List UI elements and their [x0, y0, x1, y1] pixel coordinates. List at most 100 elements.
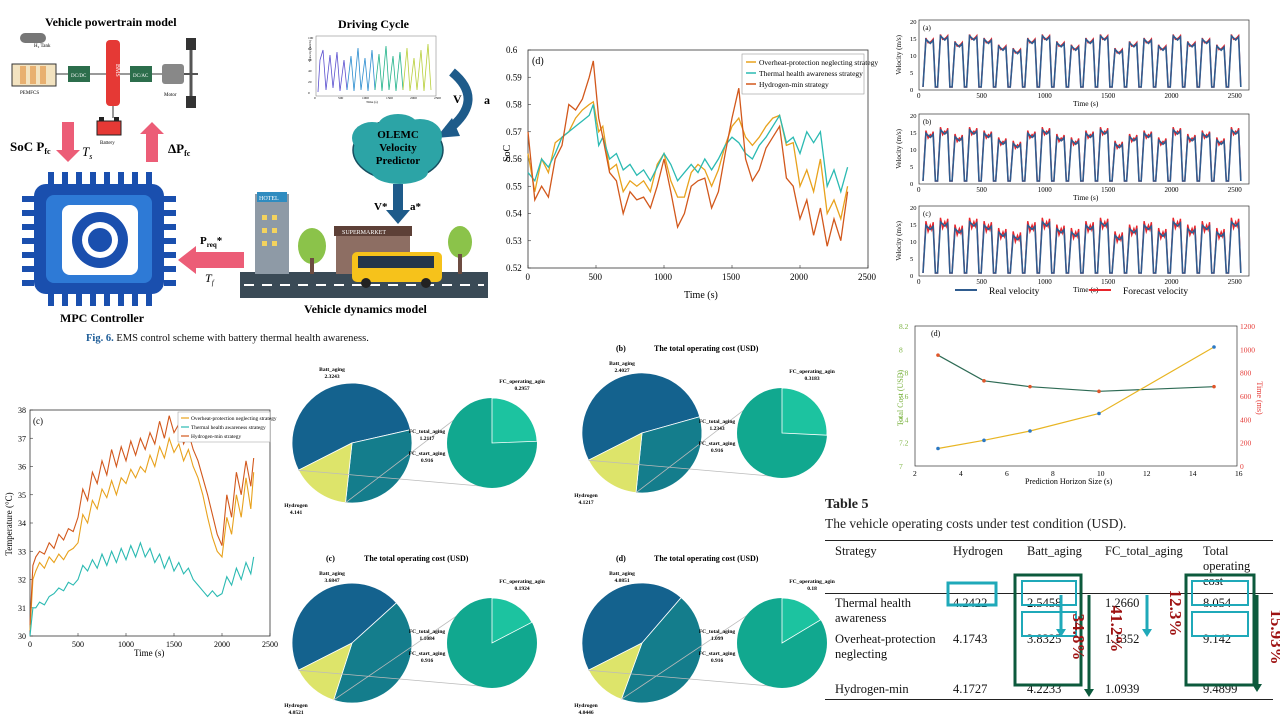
- velocity-x-axis-label: Time (s): [1073, 193, 1099, 202]
- accel-label: a: [484, 93, 490, 107]
- temp-y-tick: 32: [18, 576, 26, 585]
- dc-y-tick: 100: [308, 36, 314, 40]
- cost-y-tick: 7.2: [899, 439, 909, 448]
- velocity-y-tick: 5: [910, 256, 913, 263]
- pie-value-fc-op: 0.2957: [514, 386, 529, 392]
- velocity-y-tick: 0: [910, 181, 913, 188]
- ems-diagram: Vehicle powertrain model H₂ Tank PEMFCS …: [10, 15, 490, 325]
- time-y-tick: 400: [1240, 415, 1252, 424]
- pie-slice-hydrogen: [291, 582, 398, 671]
- pie-title: The total operating cost (USD): [654, 344, 759, 353]
- pie-label-fc-total: FC_total_aging: [409, 429, 446, 435]
- pie-chart-b: (b) The total operating cost (USD) Batt_ag…: [574, 344, 834, 506]
- pie-value-fc-total: 1.2343: [709, 426, 724, 432]
- cell-fc: 1.2660: [1105, 596, 1140, 610]
- pie-value-hydrogen: 4.141: [290, 510, 303, 516]
- velocity-x-tick: 2500: [1228, 186, 1243, 194]
- cost-x-tick: 16: [1235, 469, 1243, 478]
- cell-hydrogen: 4.1743: [953, 631, 988, 646]
- temp-y-tick: 30: [18, 632, 26, 641]
- time-y-tick: 1200: [1240, 322, 1255, 331]
- vstar-label: V*: [374, 201, 388, 213]
- pie-slice-hydrogen: [291, 382, 411, 471]
- time-y-tick: 600: [1240, 392, 1252, 401]
- svg-text:Velocity (km/h): Velocity (km/h): [308, 39, 312, 62]
- battery-icon: Battery: [96, 117, 122, 146]
- pie-slice-fc-operating: [781, 387, 828, 436]
- powertrain-title: Vehicle powertrain model: [45, 15, 177, 29]
- ts-label: Ts: [82, 144, 92, 161]
- real-velocity-line: [922, 128, 1242, 182]
- tree-icon-2: [448, 226, 472, 258]
- velocity-x-tick: 500: [976, 186, 987, 194]
- velocity-panel-label: (c): [923, 210, 931, 218]
- predictor-cloud-icon: [352, 114, 444, 184]
- total-cost-point: [1028, 384, 1032, 389]
- velocity-x-tick: 2000: [1164, 92, 1179, 100]
- svg-text:Motor: Motor: [164, 93, 177, 98]
- dc-y-tick: 80: [308, 47, 312, 51]
- temp-x-tick: 1000: [118, 640, 134, 649]
- pie-label-batt: Batt_aging: [319, 367, 345, 373]
- velocity-x-tick: 0: [917, 92, 921, 100]
- real-velocity-line: [922, 34, 1242, 88]
- fuel-cell-icon: PEMFCS: [11, 63, 57, 96]
- soc-y-tick: 0.52: [506, 263, 522, 273]
- cost-y-tick: 7.6: [899, 392, 909, 401]
- temp-y-tick: 35: [18, 491, 26, 500]
- pie-value-fc-total: 1.1084: [419, 636, 434, 642]
- velocity-y-tick: 15: [910, 36, 917, 43]
- velocity-x-tick: 2000: [1164, 278, 1179, 286]
- pie-label-fc-start: FC_start_aging: [409, 451, 446, 457]
- col-header-batt: Batt_aging: [1027, 544, 1082, 558]
- left-arrow-icon: [178, 246, 244, 274]
- pie-slice-fc-operating: [781, 597, 822, 644]
- temp-legend: Overheat-protection neglecting strategy …: [177, 411, 277, 443]
- pie-title: The total operating cost (USD): [654, 554, 759, 563]
- velocity-label: V: [453, 92, 462, 106]
- velocity-y-tick: 0: [910, 87, 913, 94]
- cell-fc: 1.1352: [1105, 631, 1140, 646]
- velocity-y-tick: 20: [910, 205, 917, 212]
- soc-x-tick: 0: [526, 272, 531, 282]
- total-cost-point: [936, 353, 940, 357]
- soc-x-tick: 2000: [790, 272, 809, 282]
- velocity-y-axis-label: Velocity (m/s): [895, 220, 903, 261]
- mpc-controller-label: MPC Controller: [60, 311, 145, 325]
- cost-panel-label: (d): [931, 329, 941, 338]
- pie-value-fc-start: 0.916: [711, 658, 724, 664]
- temp-x-axis-label: Time (s): [134, 648, 164, 658]
- velocity-y-tick: 15: [910, 222, 917, 229]
- soc-series-line: [527, 104, 849, 194]
- soc-series-line: [527, 60, 849, 247]
- pie-value-fc-total: 1.099: [711, 636, 724, 642]
- city-scene: HOTEL SUPERMARKET: [240, 192, 488, 298]
- bms-label: BMS: [114, 64, 120, 77]
- pie-chart-c: (c) The total operating cost (USD) Batt_ag…: [284, 554, 544, 716]
- pie-value-fc-op: 0.1924: [514, 586, 529, 592]
- curved-arrow-icon: [445, 68, 473, 134]
- pie-chart-d: (d) The total operating cost (USD) Batt_ag…: [574, 554, 834, 716]
- cost-y-tick: 7.4: [899, 415, 909, 424]
- soc-y-tick: 0.58: [506, 100, 522, 110]
- pie-slice-batt_aging: [635, 416, 703, 494]
- soc-x-tick: 1500: [722, 272, 741, 282]
- cell-total: 9.142: [1203, 631, 1232, 646]
- cell-total: 9.4899: [1203, 681, 1238, 696]
- tree-icon: [298, 228, 326, 264]
- preq-label: Preq*: [200, 235, 223, 249]
- time-point: [1028, 429, 1032, 433]
- pie-value-fc-op: 0.3183: [804, 376, 819, 382]
- cell-total: 8.054: [1203, 596, 1232, 610]
- driving-cycle-title: Driving Cycle: [338, 17, 410, 31]
- temp-legend-item: Overheat-protection neglecting strategy: [191, 416, 277, 422]
- hotel-building-icon: [255, 194, 289, 274]
- velocity-y-tick: 5: [910, 164, 913, 171]
- pie-label-batt: Batt_aging: [609, 571, 635, 577]
- cell-strategy: Overheat-protection neglecting: [835, 631, 936, 661]
- total-cost-point: [1097, 389, 1101, 394]
- velocity-forecast-panels: (a)Velocity (m/s)Time (s)0 500 1000 1500 200…: [895, 19, 1250, 297]
- velocity-x-tick: 1500: [1101, 278, 1116, 286]
- velocity-x-tick: 0: [917, 186, 921, 194]
